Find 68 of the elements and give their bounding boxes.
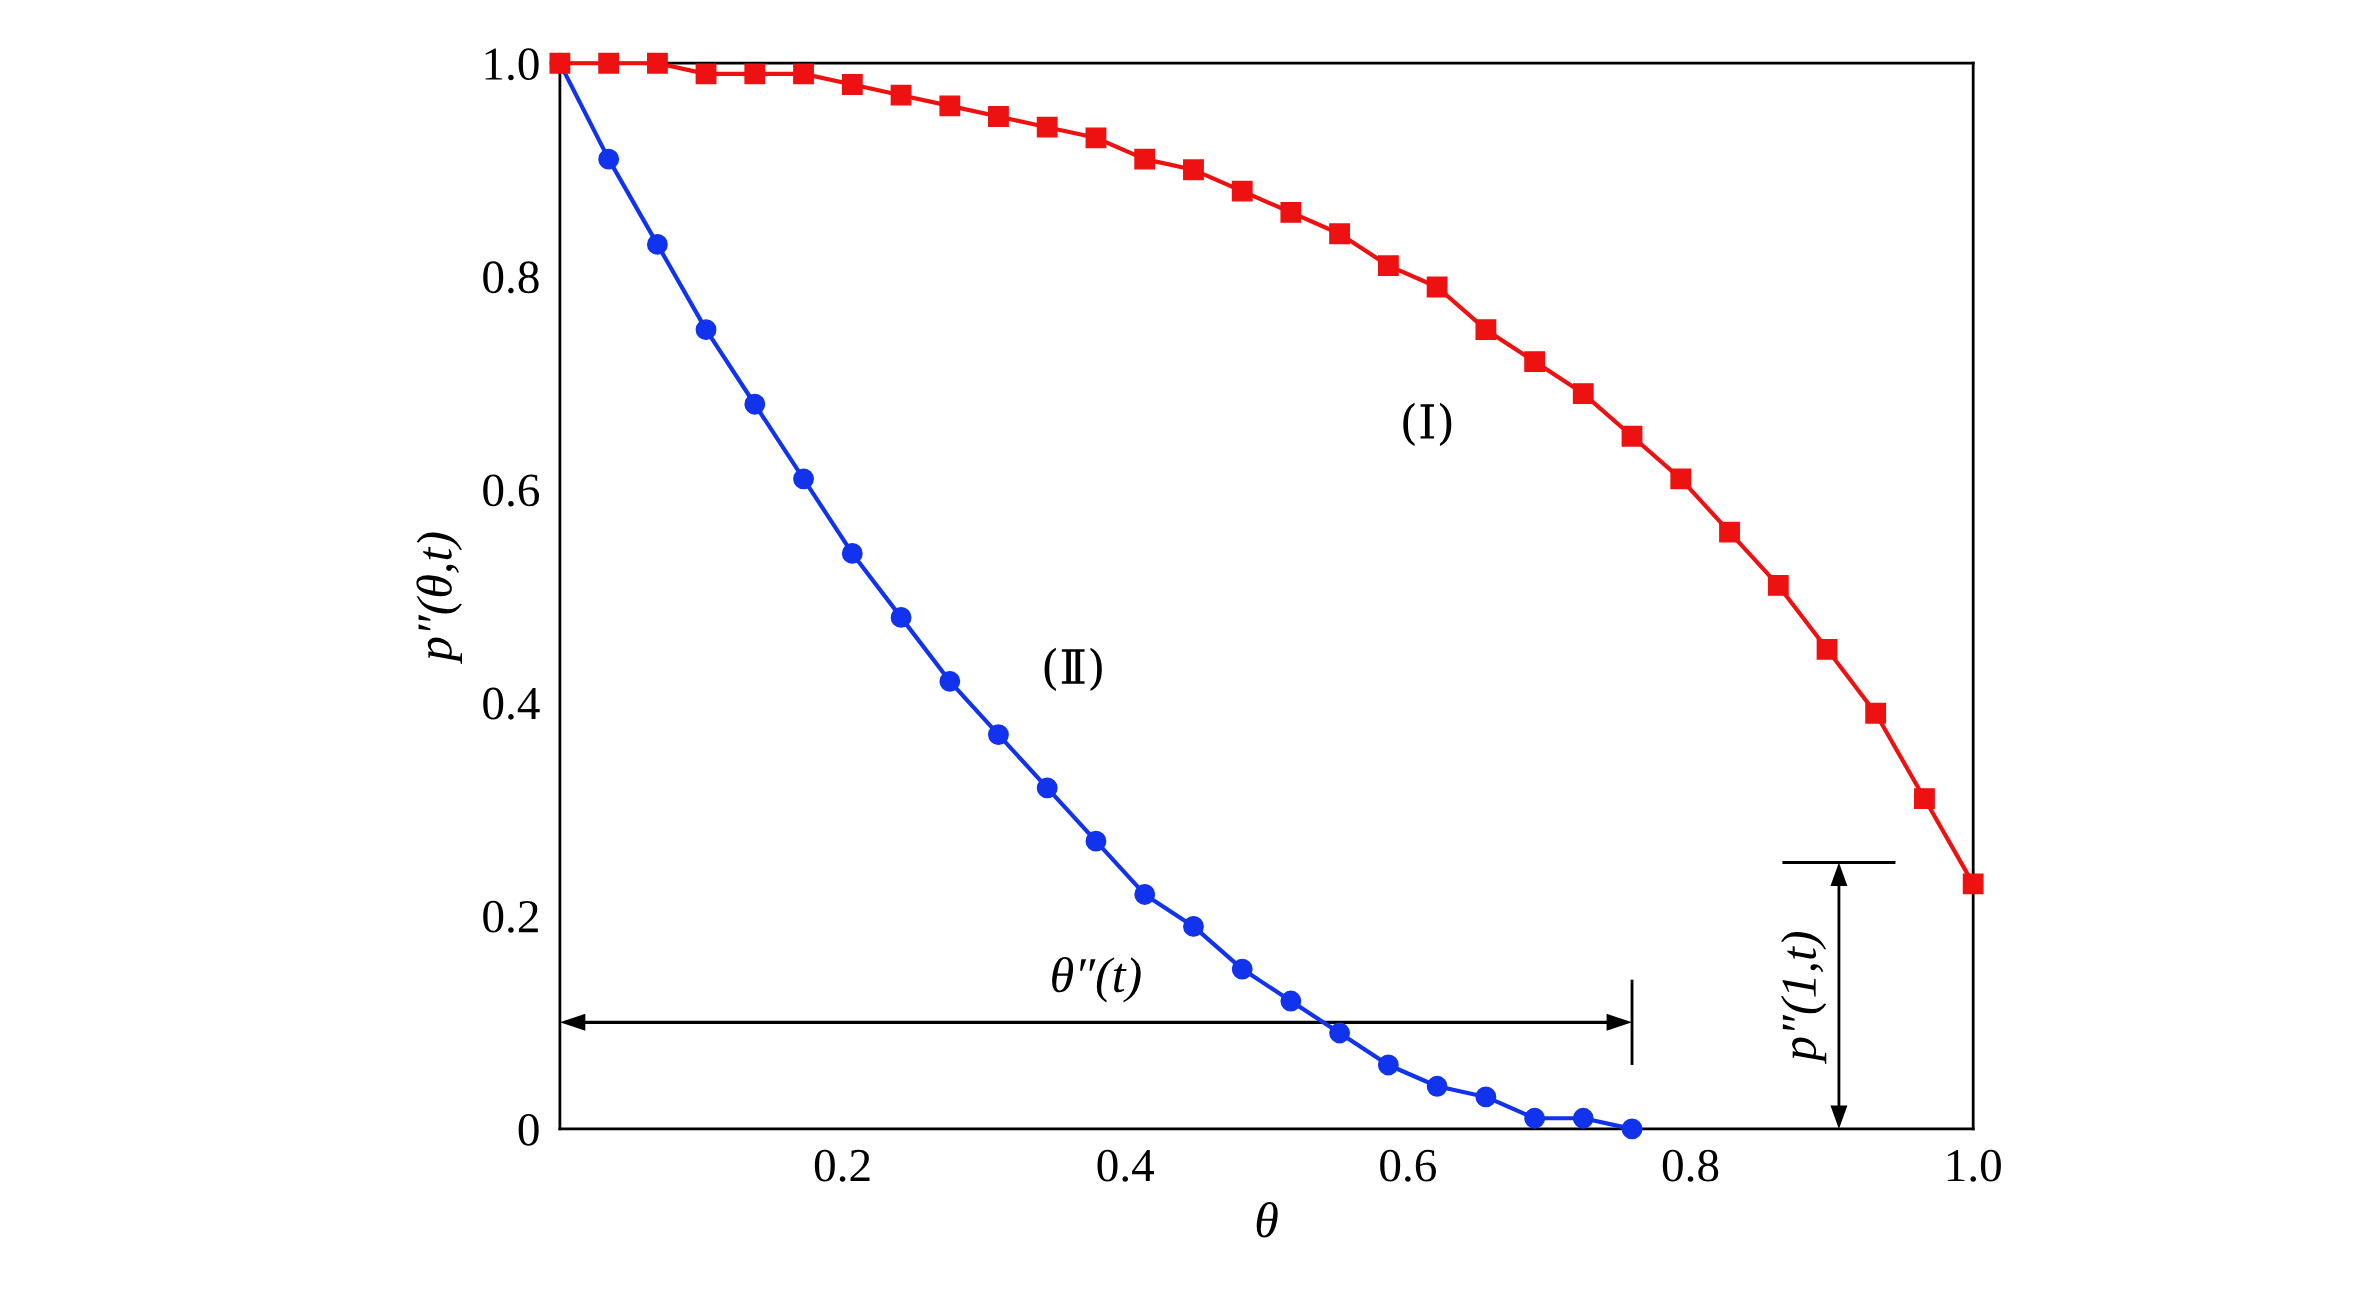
point — [1134, 148, 1156, 170]
point — [1426, 276, 1448, 298]
point — [793, 468, 814, 490]
point — [646, 233, 668, 255]
series-label: (Ⅰ) — [1403, 402, 1452, 446]
point — [1377, 1054, 1399, 1076]
point — [744, 393, 766, 415]
series-label: (Ⅱ) — [1044, 647, 1102, 692]
point — [1329, 223, 1351, 245]
y-tick-label: 0.6 — [483, 474, 540, 507]
point — [1816, 638, 1838, 660]
point — [1475, 1086, 1497, 1108]
point — [1085, 127, 1107, 149]
point — [1134, 884, 1156, 905]
point — [1914, 788, 1935, 809]
y-axis-title: p″(θ,t) — [416, 532, 462, 665]
point — [1621, 425, 1643, 447]
point — [793, 63, 814, 85]
point — [1670, 468, 1692, 490]
point — [1183, 916, 1204, 937]
point — [1036, 777, 1058, 799]
point — [841, 543, 863, 564]
x-tick-label: 1.0 — [1947, 1149, 2001, 1182]
point — [1865, 702, 1887, 724]
point — [695, 319, 717, 341]
point — [841, 74, 863, 95]
point — [988, 106, 1009, 127]
point — [1572, 1107, 1594, 1129]
y-tick-label: 0.2 — [483, 900, 538, 933]
point — [1280, 990, 1302, 1012]
point — [1377, 255, 1399, 277]
x-axis-title: θ — [1256, 1202, 1278, 1238]
point — [744, 63, 766, 85]
point — [1621, 1118, 1643, 1140]
x-tick-label: 0.4 — [1097, 1149, 1154, 1182]
point — [1524, 351, 1546, 373]
x-tick-label: 0.2 — [814, 1149, 870, 1182]
point — [1767, 574, 1789, 596]
annotation: p″(1,t) — [1780, 931, 1827, 1064]
point — [695, 63, 717, 85]
point — [1280, 201, 1302, 223]
point — [1572, 383, 1594, 405]
point — [646, 52, 668, 74]
x-tick-label: 0.6 — [1380, 1149, 1436, 1182]
point — [1231, 180, 1253, 202]
point — [939, 670, 961, 692]
point — [598, 52, 620, 74]
x-tick-label: 0.8 — [1662, 1149, 1719, 1182]
point — [890, 84, 912, 106]
y-tick-label: 0.8 — [483, 261, 539, 294]
annotation: θ″(t) — [1052, 956, 1141, 1003]
point — [1231, 958, 1253, 980]
point — [890, 606, 912, 628]
point — [1719, 521, 1740, 543]
point — [1085, 830, 1107, 852]
point — [1524, 1107, 1546, 1129]
y-tick-label: 0 — [518, 1113, 539, 1146]
point — [1329, 1022, 1351, 1044]
point — [598, 148, 620, 170]
y-tick-label: 0.4 — [483, 687, 540, 720]
point — [1036, 116, 1058, 138]
point — [1426, 1075, 1448, 1097]
point — [939, 95, 961, 117]
point — [1962, 873, 1984, 895]
point — [988, 724, 1009, 746]
y-tick-label: 1.0 — [485, 48, 539, 81]
point — [1475, 319, 1497, 341]
point — [1183, 159, 1204, 181]
